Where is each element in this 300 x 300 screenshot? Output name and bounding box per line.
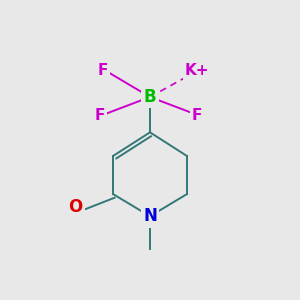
Text: F: F <box>98 63 108 78</box>
Text: O: O <box>68 198 82 216</box>
Text: K+: K+ <box>185 63 209 78</box>
Text: F: F <box>95 108 105 123</box>
Text: B: B <box>144 88 156 106</box>
Text: F: F <box>192 108 202 123</box>
Text: N: N <box>143 207 157 225</box>
